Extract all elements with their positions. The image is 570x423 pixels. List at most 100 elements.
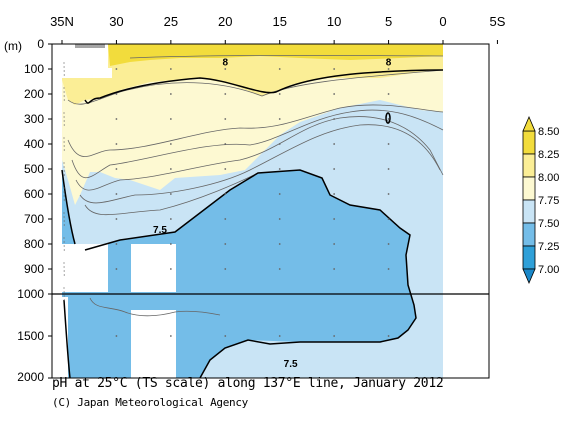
grid-dot [115,335,118,337]
grid-dot [169,93,172,95]
grid-dot [278,118,281,120]
y-tick-label: 0 [37,37,44,51]
grid-dot [278,93,281,95]
grid-dot [63,195,65,197]
grid-dot [333,193,336,195]
grid-dot [63,166,65,168]
station-ticks [75,44,105,48]
grid-dot [63,220,65,222]
grid-dot [387,268,390,270]
grid-dot [224,243,227,245]
x-tick-label: 20 [218,14,232,29]
no-data-block [443,44,489,378]
y-tick-label: 700 [24,212,44,226]
y-tick-label: 1500 [17,329,44,343]
grid-dot [63,162,65,164]
y-tick-label: 800 [24,237,44,251]
grid-dot [169,268,172,270]
band-8.25-8.50 [108,44,443,66]
grid-dot [63,145,65,147]
grid-dot [224,68,227,70]
grid-dot [115,118,118,120]
colorbar-bin [522,199,536,224]
y-tick-label: 200 [24,87,44,101]
grid-dot [169,168,172,170]
grid-dot [63,170,65,172]
plot-frame [51,43,490,379]
no-data-block [62,297,68,378]
grid-dot [278,335,281,337]
grid-dot [63,112,65,114]
grid-dot [63,191,65,193]
plot-area [52,44,489,378]
grid-dot [63,287,65,289]
grid-dot [387,93,390,95]
grid-dot [63,149,65,151]
y-tick-label: 2000 [17,370,44,384]
thin-contours [67,55,444,317]
grid-dot [63,299,65,301]
grid-dot [169,243,172,245]
grid-dot [63,120,65,122]
grid-dot [278,243,281,245]
grid-dot [333,335,336,337]
grid-dot [387,118,390,120]
grid-dot [333,243,336,245]
grid-dot [115,93,118,95]
no-data-block [62,244,108,292]
grid-dot [63,70,65,72]
no-data-block [52,44,62,378]
y-tick-label: 100 [24,62,44,76]
grid-dot [224,193,227,195]
grid-dot [169,218,172,220]
grid-dot [63,174,65,176]
grid-dot [278,168,281,170]
grid-dot [115,218,118,220]
grid-dot [224,218,227,220]
grid-dot [63,241,65,243]
grid-dot [224,93,227,95]
grid-dot [278,68,281,70]
grid-dot [333,268,336,270]
grid-dot [333,168,336,170]
grid-dot [387,143,390,145]
no-data-block [131,310,176,378]
x-tick-label: 25 [164,14,178,29]
grid-dot [278,143,281,145]
grid-dot [333,118,336,120]
grid-dot [63,224,65,226]
x-tick-label: 15 [272,14,286,29]
contour-label: 8 [223,58,229,69]
grid-dot [63,124,65,126]
grid-dot [63,99,65,101]
y-axis: (m)100 200 300 400 500 600 700 800 900 1000 0 1500 2… [4,37,52,384]
colorbar-label: 8.50 [538,126,559,138]
colorbar-label: 7.00 [538,264,559,276]
y-tick-label: 900 [24,262,44,276]
x-tick-label: 10 [327,14,341,29]
colorbar-bin [522,222,536,247]
colorbar-label: 8.25 [538,149,559,161]
grid-dot [115,243,118,245]
grid-dot [387,335,390,337]
colorbar-label: 8.00 [538,172,559,184]
colorbar-bin [522,130,536,155]
grid-dot [387,168,390,170]
grid-dot [115,268,118,270]
chart-title: pH at 25°C (TS scale) along 137°E line, … [52,376,444,391]
grid-dot [224,143,227,145]
colorbar-bottom-arrow [522,268,536,285]
grid-dot [333,93,336,95]
grid-dot [169,193,172,195]
grid-dot [278,268,281,270]
grid-dot [63,216,65,218]
x-axis: 35N 30 25 20 15 10 5 0 5S [50,14,506,44]
grid-dot [63,66,65,68]
grid-dot [333,68,336,70]
x-tick-label: 5 [385,14,392,29]
grid-dot [387,68,390,70]
y-tick-label: 300 [24,112,44,126]
grid-dot [63,95,65,97]
grid-dot [63,199,65,201]
